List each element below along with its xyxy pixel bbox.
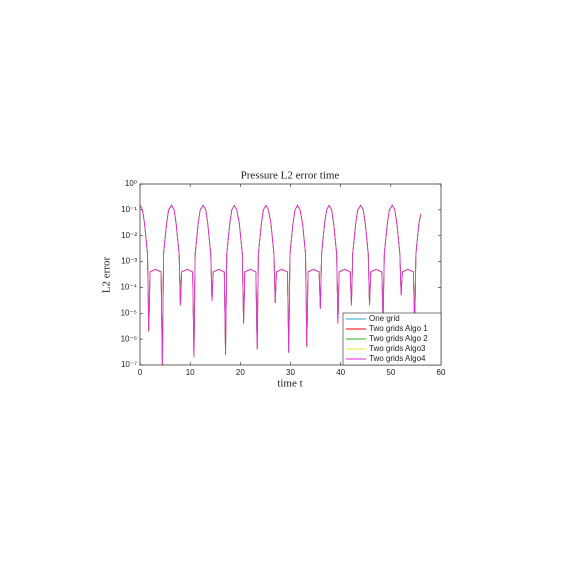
y-tick-label: 10⁰ xyxy=(125,179,137,188)
x-tick-label: 10 xyxy=(186,368,195,377)
data-line xyxy=(140,204,422,365)
y-tick-label: 10⁻¹ xyxy=(121,205,137,214)
x-tick-label: 30 xyxy=(286,368,295,377)
chart-title: Pressure L2 error time xyxy=(241,170,340,182)
legend-label: Two grids Algo4 xyxy=(369,354,426,363)
x-axis-label: time t xyxy=(277,378,302,390)
legend-label: Two grids Algo 2 xyxy=(369,334,428,343)
y-tick-label: 10⁻² xyxy=(121,231,137,240)
x-tick-label: 50 xyxy=(386,368,395,377)
plot-frame xyxy=(139,183,442,366)
x-tick-label: 20 xyxy=(236,368,245,377)
y-tick-label: 10⁻³ xyxy=(121,257,137,266)
x-tick-label: 0 xyxy=(138,368,143,377)
x-tick-label: 40 xyxy=(336,368,345,377)
x-tick-label: 60 xyxy=(437,368,446,377)
y-tick-label: 10⁻⁵ xyxy=(121,308,137,317)
y-tick-label: 10⁻⁶ xyxy=(121,334,137,343)
y-axis-label: L2 error xyxy=(101,256,113,293)
legend-label: Two grids Algo 1 xyxy=(369,324,428,333)
y-tick-label: 10⁻⁷ xyxy=(121,360,137,369)
legend-label: One grid xyxy=(369,314,400,323)
legend-label: Two grids Algo3 xyxy=(369,344,426,353)
y-tick-label: 10⁻⁴ xyxy=(120,283,137,292)
